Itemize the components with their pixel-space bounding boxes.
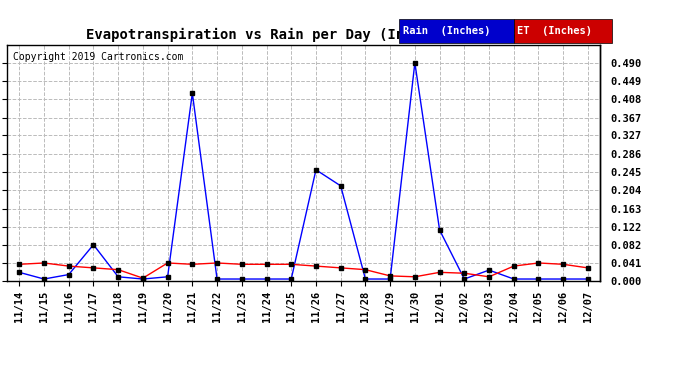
Title: Evapotranspiration vs Rain per Day (Inches) 20191208: Evapotranspiration vs Rain per Day (Inch… <box>86 28 522 42</box>
FancyBboxPatch shape <box>514 19 612 43</box>
Text: Copyright 2019 Cartronics.com: Copyright 2019 Cartronics.com <box>13 52 184 62</box>
Text: ET  (Inches): ET (Inches) <box>518 26 592 36</box>
Text: Rain  (Inches): Rain (Inches) <box>403 26 491 36</box>
FancyBboxPatch shape <box>399 19 514 43</box>
